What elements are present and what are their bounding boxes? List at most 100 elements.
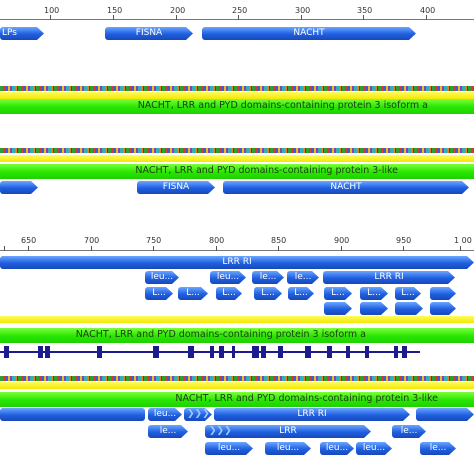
domain-feature[interactable]: leu... [145,271,179,284]
isoform-a-label: NACHT, LRR and PYD domains-containing pr… [137,100,428,111]
exon-block [327,346,332,358]
ruler-tick: 300 [295,6,311,15]
like-protein-track[interactable]: NACHT, LRR and PYD domains-containing pr… [0,164,474,179]
sequence-band [0,376,474,381]
exon-block [252,346,259,358]
ruler-tick: 150 [107,6,123,15]
sequence-yellow-bar [0,92,474,99]
top-ruler-line [0,19,474,20]
domain-feature[interactable]: le... [287,271,319,284]
exon-block [45,346,50,358]
domain-feature[interactable]: LPs [0,27,44,40]
domain-feature[interactable]: LRR RI [323,271,455,284]
exon-block [346,346,350,358]
domain-feature[interactable]: LRR RI [0,256,474,269]
sequence-yellow-bar [0,155,474,162]
isoform-a-label-2: NACHT, LRR and PYD domains-containing pr… [75,329,366,340]
sequence-yellow-bar [0,382,474,389]
ruler-tick-mark [113,15,114,20]
ruler-tick-mark [216,246,217,251]
domain-feature[interactable]: NACHT [202,27,416,40]
ruler-tick-mark [278,246,279,251]
ruler-tick-mark [28,246,29,251]
sequence-yellow-bar [0,316,474,323]
ruler-tick: 850 [271,236,287,245]
exon-block [97,346,102,358]
like-protein-label: NACHT, LRR and PYD domains-containing pr… [135,165,398,176]
exon-block [278,346,283,358]
exon-block [394,346,398,358]
exon-block [219,346,224,358]
domain-feature[interactable]: leu... [356,442,392,455]
domain-feature[interactable]: le... [392,425,426,438]
ruler-tick: 750 [146,236,162,245]
ruler-tick: 400 [420,6,436,15]
sequence-band [0,148,474,153]
domain-feature[interactable] [430,302,456,315]
exon-block [188,346,194,358]
exon-block [153,346,159,358]
ruler-tick: 900 [334,236,350,245]
ruler-tick: 350 [357,6,373,15]
domain-feature[interactable]: FISNA [105,27,193,40]
domain-feature[interactable] [395,302,423,315]
domain-feature[interactable]: L... [254,287,282,300]
domain-feature[interactable] [430,287,456,300]
ruler-tick-mark [301,15,302,20]
ruler-tick: 650 [21,236,37,245]
exon-block [232,346,235,358]
ruler-tick-mark [4,246,5,251]
exon-block [38,346,43,358]
ruler-tick: 250 [232,6,248,15]
like-protein-label-2: NACHT, LRR and PYD domains-containing pr… [175,393,438,404]
exon-block [365,346,369,358]
ruler-tick: 950 [396,236,412,245]
domain-feature[interactable]: leu... [210,271,246,284]
domain-feature[interactable]: L... [178,287,208,300]
domain-feature[interactable]: L... [145,287,173,300]
exon-block [210,346,214,358]
ruler-tick: 700 [84,236,100,245]
domain-feature[interactable]: NACHT [223,181,469,194]
ruler-tick-mark [426,15,427,20]
exon-block [4,346,9,358]
domain-feature[interactable]: L... [216,287,242,300]
domain-feature[interactable]: FISNA [137,181,215,194]
isoform-a-track[interactable]: NACHT, LRR and PYD domains-containing pr… [0,99,474,114]
exon-block [402,346,407,358]
domain-feature[interactable]: le... [148,425,188,438]
ruler-tick: 100 [44,6,60,15]
domain-feature[interactable]: le... [420,442,456,455]
domain-feature[interactable] [360,302,388,315]
domain-feature[interactable]: leu... [265,442,311,455]
ruler-tick-mark [153,246,154,251]
chevron-right-icon: ❯❯❯ [187,409,210,419]
domain-feature[interactable]: L... [360,287,388,300]
domain-feature[interactable]: ❯❯❯ [184,408,212,421]
domain-feature[interactable] [416,408,474,421]
domain-feature[interactable] [324,302,352,315]
domain-feature[interactable]: L... [395,287,421,300]
domain-feature[interactable]: LRR RI [214,408,410,421]
domain-feature[interactable]: LRR [205,425,371,438]
isoform-a-track-2[interactable]: NACHT, LRR and PYD domains-containing pr… [0,328,474,343]
sequence-band [0,86,474,91]
ruler-tick-mark [403,246,404,251]
ruler-tick-mark [238,15,239,20]
ruler-tick: 800 [209,236,225,245]
domain-feature[interactable]: L... [288,287,314,300]
ruler-tick-mark [460,246,461,251]
domain-feature[interactable]: leu... [148,408,182,421]
domain-feature[interactable]: L... [324,287,352,300]
like-protein-track-2[interactable]: NACHT, LRR and PYD domains-containing pr… [0,392,474,407]
mid-ruler-line [0,250,474,251]
domain-feature[interactable] [0,408,145,421]
domain-feature[interactable] [0,181,38,194]
ruler-tick-mark [91,246,92,251]
domain-feature[interactable]: leu... [320,442,354,455]
domain-feature[interactable]: leu... [205,442,253,455]
ruler-tick-mark [363,15,364,20]
ruler-tick-mark [176,15,177,20]
domain-feature[interactable]: le... [252,271,284,284]
ruler-tick: 1 00 [454,236,472,245]
